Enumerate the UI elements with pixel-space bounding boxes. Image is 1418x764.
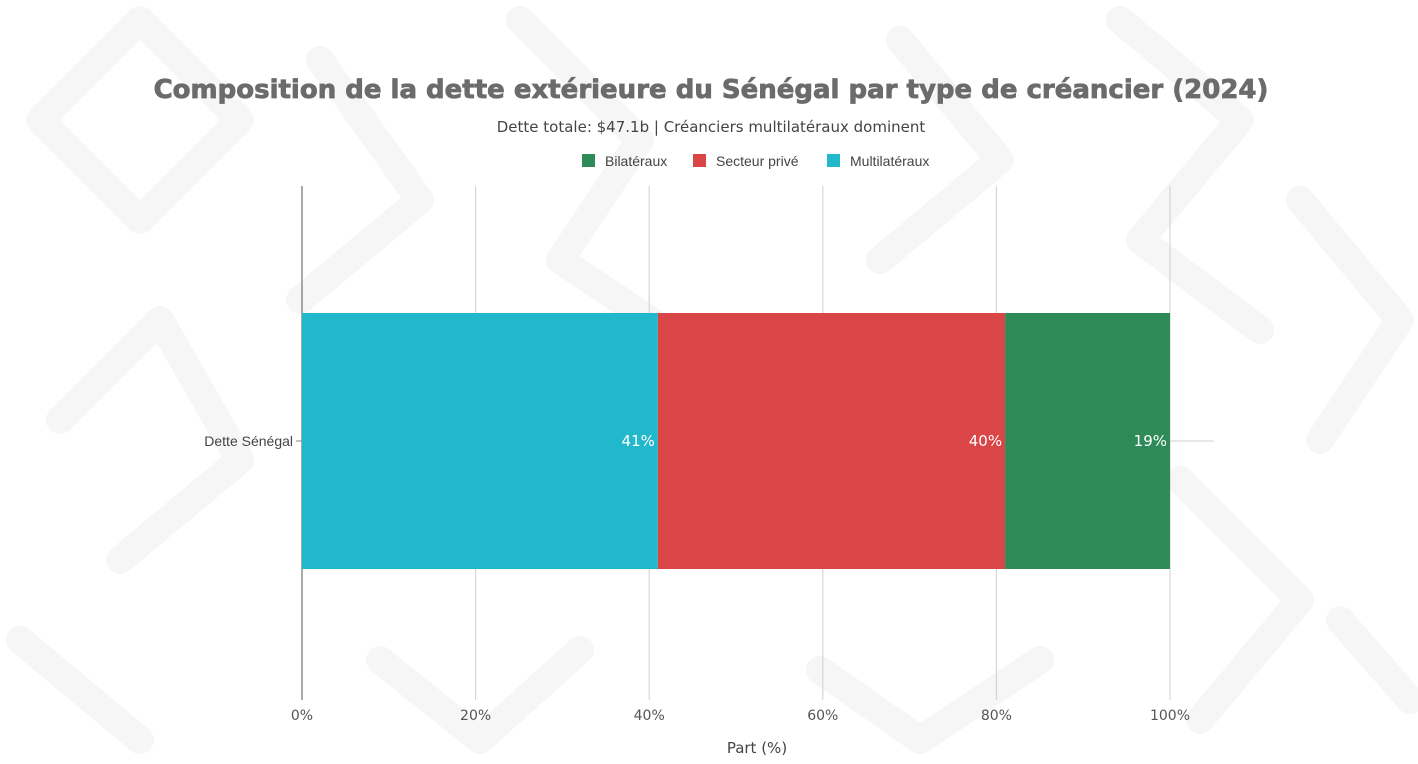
bar-value-label: 19% — [1134, 432, 1167, 450]
x-tick-label: 100% — [1150, 708, 1190, 724]
y-axis-categories: Dette Sénégal — [204, 433, 1214, 449]
bar-segment-multilat-raux — [302, 313, 658, 569]
y-category-label: Dette Sénégal — [204, 433, 293, 449]
x-tick-label: 80% — [981, 708, 1012, 724]
bar-value-label: 40% — [969, 432, 1002, 450]
x-tick-label: 40% — [634, 708, 665, 724]
chart-subtitle: Dette totale: $47.1b | Créanciers multil… — [497, 118, 926, 136]
bar-value-label: 41% — [622, 432, 655, 450]
x-tick-label: 60% — [807, 708, 838, 724]
legend: Bilatéraux Secteur privé Multilatéraux — [582, 153, 929, 169]
bar-segment-secteur-priv- — [657, 313, 1006, 569]
legend-swatch — [582, 154, 595, 167]
legend-swatch — [827, 154, 840, 167]
chart-title: Composition de la dette extérieure du Sé… — [154, 75, 1269, 105]
x-tick-label: 0% — [291, 708, 313, 724]
bar-segment-bilat-raux — [1005, 313, 1170, 569]
legend-swatch — [693, 154, 706, 167]
legend-label: Multilatéraux — [850, 153, 929, 169]
x-axis-ticks: 0% 20% 40% 60% 80% 100% — [291, 708, 1190, 724]
legend-label: Secteur privé — [716, 153, 799, 169]
legend-label: Bilatéraux — [605, 153, 667, 169]
x-axis-title: Part (%) — [727, 739, 787, 757]
bar-segments — [302, 313, 1170, 569]
x-tick-label: 20% — [460, 708, 491, 724]
bar-value-labels: 41% 40% 19% — [622, 432, 1167, 450]
